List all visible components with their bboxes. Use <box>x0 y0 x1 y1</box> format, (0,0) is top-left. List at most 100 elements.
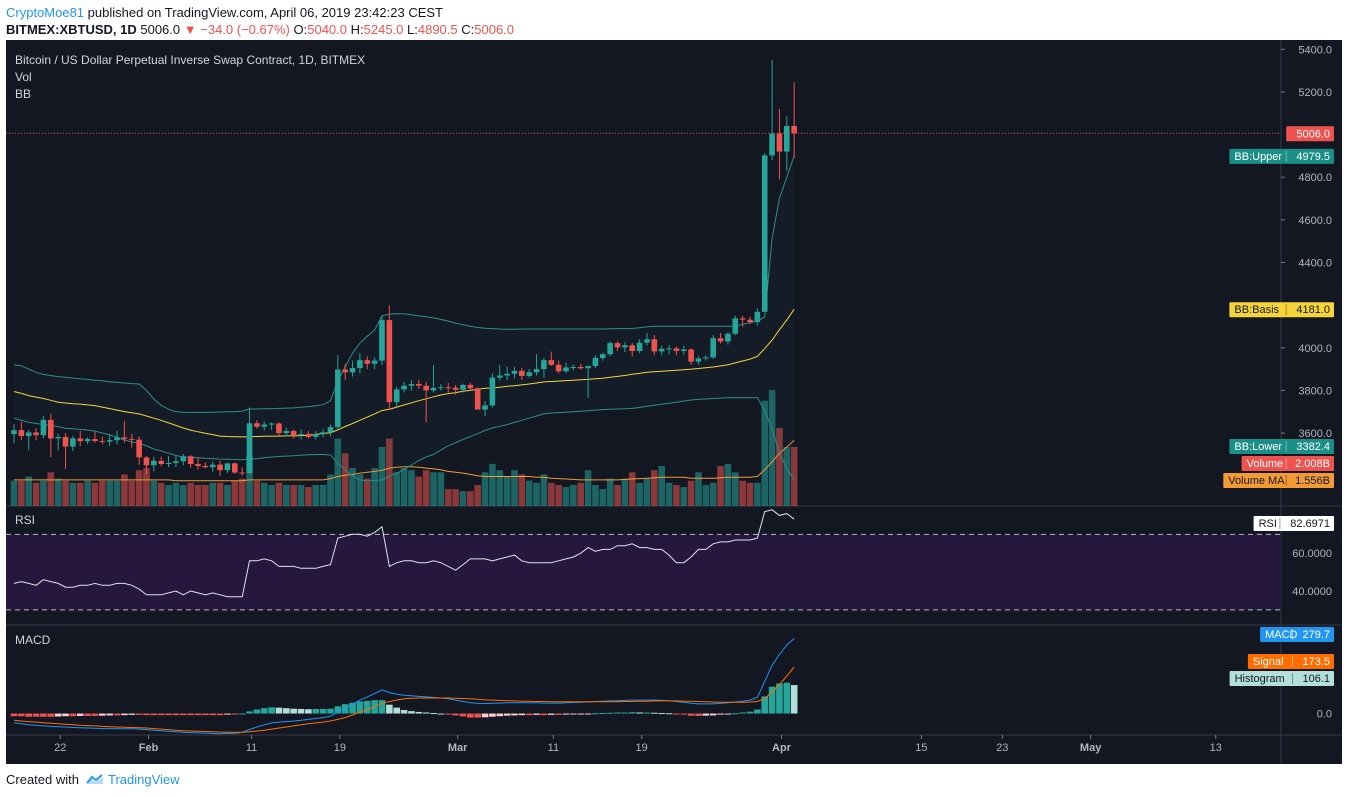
candle-body <box>791 126 797 134</box>
time-tick-label: 13 <box>1210 742 1222 754</box>
macd-histogram-bar <box>25 713 33 717</box>
volume-bar <box>776 428 783 506</box>
candle-body <box>320 432 326 435</box>
macd-histogram-bar <box>790 685 798 714</box>
macd-histogram-bar <box>621 712 629 714</box>
volume-bar <box>10 480 18 506</box>
macd-histogram-bar <box>783 682 791 714</box>
candle-body <box>312 434 319 437</box>
price-tick-label: 3800.0 <box>1298 385 1332 397</box>
volume-bar <box>253 480 261 506</box>
volume-bar <box>783 447 791 506</box>
chart-svg[interactable]: 5400.0 5200.0 4800.0 4600.0 4400.0 4000.0 3800… <box>6 40 1342 764</box>
last-price-badge: 5006.0 <box>1286 126 1334 142</box>
author-link[interactable]: CryptoMoe81 <box>6 5 85 20</box>
chart-canvas[interactable]: 5400.0 5200.0 4800.0 4600.0 4400.0 4000.0 3800… <box>6 40 1342 764</box>
candle-body <box>548 360 555 365</box>
macd-histogram-bar <box>150 713 158 716</box>
macd-histogram-bar <box>275 707 283 714</box>
macd-histogram-bar <box>673 713 680 715</box>
macd-histogram-bar <box>592 713 599 715</box>
last-price: 5006.0 <box>140 22 181 37</box>
volume-bar <box>260 482 268 506</box>
price-tick-label: 4000.0 <box>1298 343 1332 355</box>
candle-body <box>379 320 385 361</box>
volume-bar <box>91 482 99 506</box>
macd-histogram-bar <box>768 686 776 714</box>
volume-bar <box>143 468 150 506</box>
volume-bar <box>474 484 481 506</box>
candle-body <box>349 368 356 373</box>
macd-tick-label: 0.0 <box>1317 709 1332 721</box>
candle-body <box>283 430 290 434</box>
bb-lower-line <box>13 397 795 482</box>
volume-bar <box>172 482 180 506</box>
rsi-tick-label: 40.0000 <box>1292 586 1332 598</box>
volume-bar <box>768 390 776 506</box>
macd-histogram-bar <box>400 710 408 714</box>
volume-bar <box>687 480 695 506</box>
volume-bar <box>673 484 680 506</box>
candle-body <box>666 348 672 350</box>
vol-label: Vol <box>15 70 32 84</box>
macd-histogram-bar <box>84 713 91 716</box>
macd-histogram-bar <box>157 713 165 716</box>
volume-bar <box>84 480 91 506</box>
macd-histogram-bar <box>32 713 40 717</box>
volume-bar <box>297 484 305 506</box>
candle-body <box>268 423 275 425</box>
volume-bar <box>393 472 401 506</box>
candle-body <box>680 349 687 351</box>
volume-bar <box>717 465 724 506</box>
high-value: 5245.0 <box>363 22 404 37</box>
footer-brand[interactable]: TradingView <box>108 772 180 787</box>
macd-histogram-bar <box>754 709 761 714</box>
volume-bar <box>658 465 665 506</box>
volume-bar <box>224 484 231 506</box>
volume-bar <box>32 482 40 506</box>
candle-body <box>195 464 201 466</box>
candle-body <box>769 133 775 156</box>
candle-body <box>725 333 731 342</box>
volume-bar <box>511 470 518 506</box>
candle-body <box>754 311 761 322</box>
volume-bar <box>709 482 717 506</box>
candle-body <box>11 430 17 435</box>
candle-body <box>761 155 768 312</box>
volume-bar <box>334 438 342 506</box>
volume-bar <box>665 482 673 506</box>
candle-body <box>106 440 113 442</box>
candle-body <box>99 440 106 442</box>
candle-body <box>703 357 709 359</box>
candle-body <box>224 463 231 471</box>
candle-body <box>408 384 415 386</box>
candle-body <box>114 437 120 441</box>
bb-lower-badge-label: BB:Lower <box>1234 441 1282 453</box>
footer: Created with TradingView <box>6 772 180 787</box>
macd-histogram-bar <box>76 713 84 716</box>
candle-body <box>62 436 69 447</box>
bb-basis-badge: BB:Basis 4181.0 <box>1229 302 1334 318</box>
volume-bar <box>165 484 172 506</box>
macd-histogram-bar <box>503 713 511 716</box>
candle-body <box>173 461 179 463</box>
price-tick-label: 5400.0 <box>1298 44 1332 56</box>
volume-bar <box>643 478 651 506</box>
macd-histogram-bar <box>702 713 710 716</box>
volume-bar <box>739 480 746 506</box>
candle-body <box>504 373 510 376</box>
macd-label: MACD <box>15 633 51 647</box>
volume-bar <box>481 472 489 506</box>
volume-bar <box>761 400 769 506</box>
rsi-badge-value: 82.6971 <box>1290 518 1330 530</box>
macd-histogram-bar <box>113 713 121 716</box>
volume-bar <box>238 478 246 506</box>
time-tick-label: 19 <box>636 742 648 754</box>
candle-body <box>393 389 400 403</box>
volume-bar <box>363 478 371 506</box>
macd-histogram-bar <box>349 702 356 714</box>
macd-histogram-bar <box>687 713 695 716</box>
volume-bar <box>702 484 710 506</box>
candle-body <box>776 133 783 152</box>
candle-body <box>533 369 540 373</box>
